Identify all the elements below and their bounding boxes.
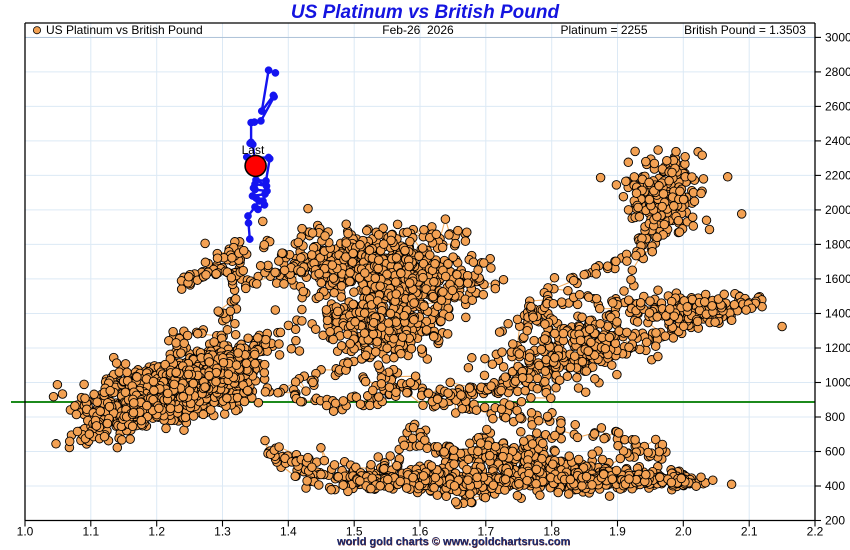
svg-text:1000: 1000 [825,376,850,390]
svg-text:2200: 2200 [825,168,850,182]
svg-text:200: 200 [825,514,845,528]
svg-text:1200: 1200 [825,341,850,355]
svg-text:1.9: 1.9 [609,525,626,539]
svg-text:2600: 2600 [825,99,850,113]
svg-text:2000: 2000 [825,203,850,217]
svg-text:US Platinum vs British Pound: US Platinum vs British Pound [46,23,203,37]
svg-text:2400: 2400 [825,134,850,148]
svg-text:1.2: 1.2 [148,525,165,539]
svg-text:2800: 2800 [825,65,850,79]
svg-text:Platinum = 2255: Platinum = 2255 [560,23,647,37]
svg-text:800: 800 [825,410,845,424]
svg-text:2.2: 2.2 [807,525,824,539]
svg-text:2.1: 2.1 [741,525,758,539]
svg-text:1.4: 1.4 [280,525,297,539]
svg-text:1400: 1400 [825,307,850,321]
svg-text:Last: Last [242,143,265,157]
svg-text:2.0: 2.0 [675,525,692,539]
svg-text:3000: 3000 [825,30,850,44]
svg-text:1.1: 1.1 [82,525,99,539]
svg-text:1600: 1600 [825,272,850,286]
svg-text:Feb-26 2026: Feb-26 2026 [382,23,454,37]
svg-text:1.3: 1.3 [214,525,231,539]
svg-text:1800: 1800 [825,237,850,251]
svg-text:1.0: 1.0 [17,525,34,539]
svg-text:600: 600 [825,445,845,459]
svg-text:400: 400 [825,479,845,493]
svg-text:British Pound = 1.3503: British Pound = 1.3503 [684,23,806,37]
